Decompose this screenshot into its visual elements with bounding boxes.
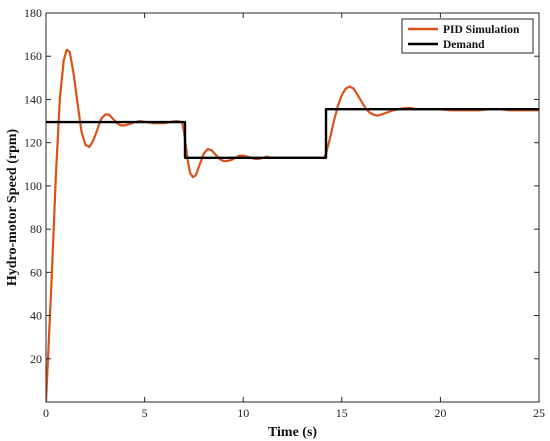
legend-entry-demand: Demand: [443, 39, 485, 51]
x-tick-label: 5: [142, 406, 148, 420]
plot-frame: [45, 12, 540, 403]
plot-series: [46, 48, 539, 402]
legend-entry-pid-simulation: PID Simulation: [443, 24, 520, 36]
y-tick-label: 20: [30, 352, 42, 366]
y-tick-label: 40: [30, 309, 42, 323]
y-tick-label: 120: [24, 136, 42, 150]
x-tick-label: 20: [434, 406, 446, 420]
x-tick-label: 25: [533, 406, 545, 420]
x-axis: 0 5 10 15 20 25: [43, 13, 545, 420]
y-tick-label: 160: [24, 49, 42, 63]
y-tick-label: 180: [24, 6, 42, 20]
y-tick-label: 60: [30, 265, 42, 279]
x-tick-label: 15: [336, 406, 348, 420]
legend-box: [401, 18, 534, 54]
series-line-demand: [46, 108, 539, 159]
y-axis-label: Hydro-motor Speed (rpm): [5, 128, 20, 286]
y-tick-label: 100: [24, 179, 42, 193]
x-tick-label: 10: [237, 406, 249, 420]
legend: PID Simulation Demand: [401, 18, 534, 54]
y-tick-label: 140: [24, 92, 42, 106]
x-tick-label: 0: [43, 406, 49, 420]
y-tick-label: 80: [30, 222, 42, 236]
x-axis-label: Time (s): [268, 425, 317, 440]
y-axis: 20 40 60 80 100 120 140 160 180: [24, 6, 539, 366]
